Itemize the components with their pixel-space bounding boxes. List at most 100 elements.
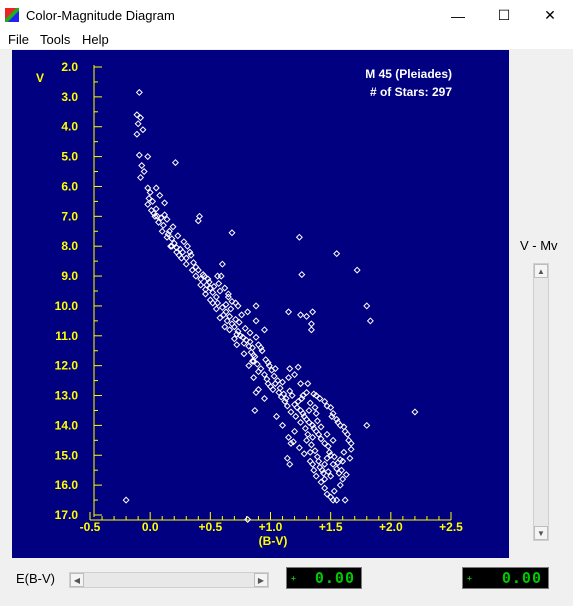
star-point — [289, 438, 297, 446]
star-point — [192, 272, 200, 280]
star-point — [317, 478, 325, 486]
star-point — [304, 380, 312, 388]
star-point — [298, 271, 306, 279]
x-tick-label: 0.0 — [142, 520, 159, 534]
star-point — [252, 317, 260, 325]
y-tick-label: 15.0 — [55, 448, 79, 462]
star-point — [310, 390, 318, 398]
star-point — [250, 357, 258, 365]
scroll-down-button[interactable]: ▼ — [534, 526, 548, 540]
app-icon — [5, 8, 19, 22]
star-point — [186, 248, 194, 256]
star-point — [309, 308, 317, 316]
star-point — [315, 457, 323, 465]
star-point — [156, 191, 164, 199]
close-button[interactable]: ✕ — [544, 7, 556, 23]
star-point — [250, 374, 258, 382]
reddening-scrollbar[interactable]: ◀ ▶ — [69, 572, 269, 588]
star-point — [309, 421, 317, 429]
star-point — [227, 305, 235, 313]
y-tick-label: 2.0 — [61, 60, 78, 74]
star-point — [253, 360, 261, 368]
star-point — [325, 448, 333, 456]
star-point — [318, 466, 326, 474]
star-point — [163, 233, 171, 241]
x-tick-label: -0.5 — [80, 520, 101, 534]
star-point — [135, 88, 143, 96]
star-count: # of Stars: 297 — [370, 85, 452, 99]
distance-modulus-sign: + — [467, 573, 472, 583]
star-point — [241, 324, 249, 332]
star-point — [363, 302, 371, 310]
star-point — [280, 390, 288, 398]
star-point — [312, 472, 320, 480]
star-point — [339, 475, 347, 483]
scroll-up-button[interactable]: ▲ — [534, 264, 548, 278]
star-point — [151, 212, 159, 220]
star-point — [252, 389, 260, 397]
star-point — [204, 275, 212, 283]
title-bar: Color-Magnitude Diagram — ☐ ✕ — [0, 0, 573, 31]
distance-modulus-scrollbar[interactable]: ▲ ▼ — [533, 263, 549, 541]
star-point — [333, 415, 341, 423]
star-point — [197, 281, 205, 289]
y-tick-label: 4.0 — [61, 120, 78, 134]
reddening-display: + 0.00 — [286, 567, 362, 589]
scroll-right-button[interactable]: ▶ — [254, 573, 268, 587]
star-point — [347, 439, 355, 447]
star-point — [226, 312, 234, 320]
star-point — [305, 418, 313, 426]
star-point — [366, 317, 374, 325]
star-point — [279, 421, 287, 429]
star-point — [245, 342, 253, 350]
star-point — [279, 378, 287, 386]
minimize-button[interactable]: — — [451, 7, 465, 24]
star-point — [294, 397, 302, 406]
menu-tools[interactable]: Tools — [40, 32, 71, 47]
star-point — [228, 297, 236, 305]
y-tick-label: 9.0 — [61, 269, 78, 283]
star-point — [271, 365, 279, 373]
star-point — [292, 412, 300, 420]
y-tick-label: 5.0 — [61, 150, 78, 164]
y-tick-label: 8.0 — [61, 239, 78, 253]
star-point — [226, 326, 234, 334]
star-point — [323, 490, 331, 498]
star-point — [252, 302, 260, 310]
star-point — [344, 430, 352, 438]
star-point — [161, 199, 169, 207]
star-point — [260, 395, 268, 403]
menu-help[interactable]: Help — [82, 32, 109, 47]
star-point — [307, 326, 315, 334]
star-point — [199, 271, 207, 279]
star-point — [337, 466, 346, 474]
star-point — [233, 330, 241, 338]
star-point — [264, 359, 272, 367]
star-point — [244, 308, 252, 316]
star-point — [297, 380, 305, 388]
star-point — [250, 351, 258, 359]
maximize-button[interactable]: ☐ — [497, 7, 511, 23]
star-point — [224, 290, 232, 298]
star-point — [218, 260, 226, 268]
star-point — [212, 293, 220, 301]
star-point — [240, 339, 248, 347]
star-point — [152, 205, 160, 213]
star-point — [239, 333, 247, 341]
star-point — [287, 439, 295, 447]
star-point — [139, 126, 147, 134]
star-point — [248, 357, 256, 365]
star-point — [230, 335, 238, 343]
star-point — [140, 168, 148, 176]
star-point — [233, 341, 241, 349]
scroll-left-button[interactable]: ◀ — [70, 573, 84, 587]
star-point — [180, 238, 188, 246]
star-point — [323, 454, 331, 462]
menu-file[interactable]: File — [8, 32, 29, 47]
star-point — [316, 395, 324, 403]
plot-panel: V M 45 (Pleiades) # of Stars: 297 (B-V) … — [12, 50, 509, 558]
star-point — [134, 120, 142, 128]
x-tick-label: +2.0 — [379, 520, 403, 534]
y-tick-label: 12.0 — [55, 359, 79, 373]
star-point — [317, 423, 325, 431]
